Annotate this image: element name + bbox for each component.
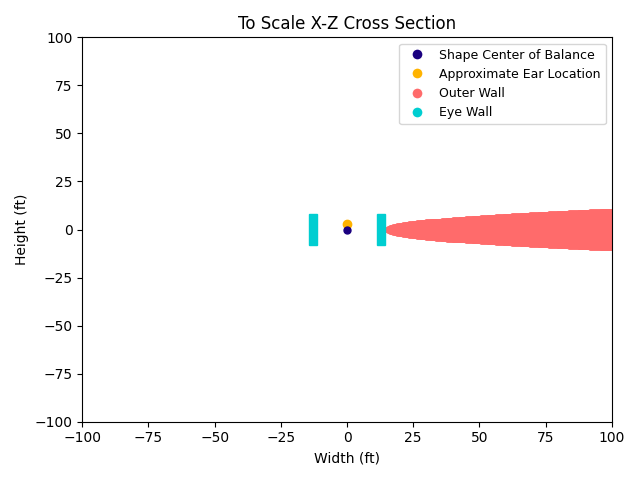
Polygon shape [308,214,317,245]
Y-axis label: Height (ft): Height (ft) [15,194,29,265]
Polygon shape [378,214,385,245]
Legend: Shape Center of Balance, Approximate Ear Location, Outer Wall, Eye Wall: Shape Center of Balance, Approximate Ear… [399,44,605,124]
X-axis label: Width (ft): Width (ft) [314,451,380,465]
Title: To Scale X-Z Cross Section: To Scale X-Z Cross Section [238,15,456,33]
